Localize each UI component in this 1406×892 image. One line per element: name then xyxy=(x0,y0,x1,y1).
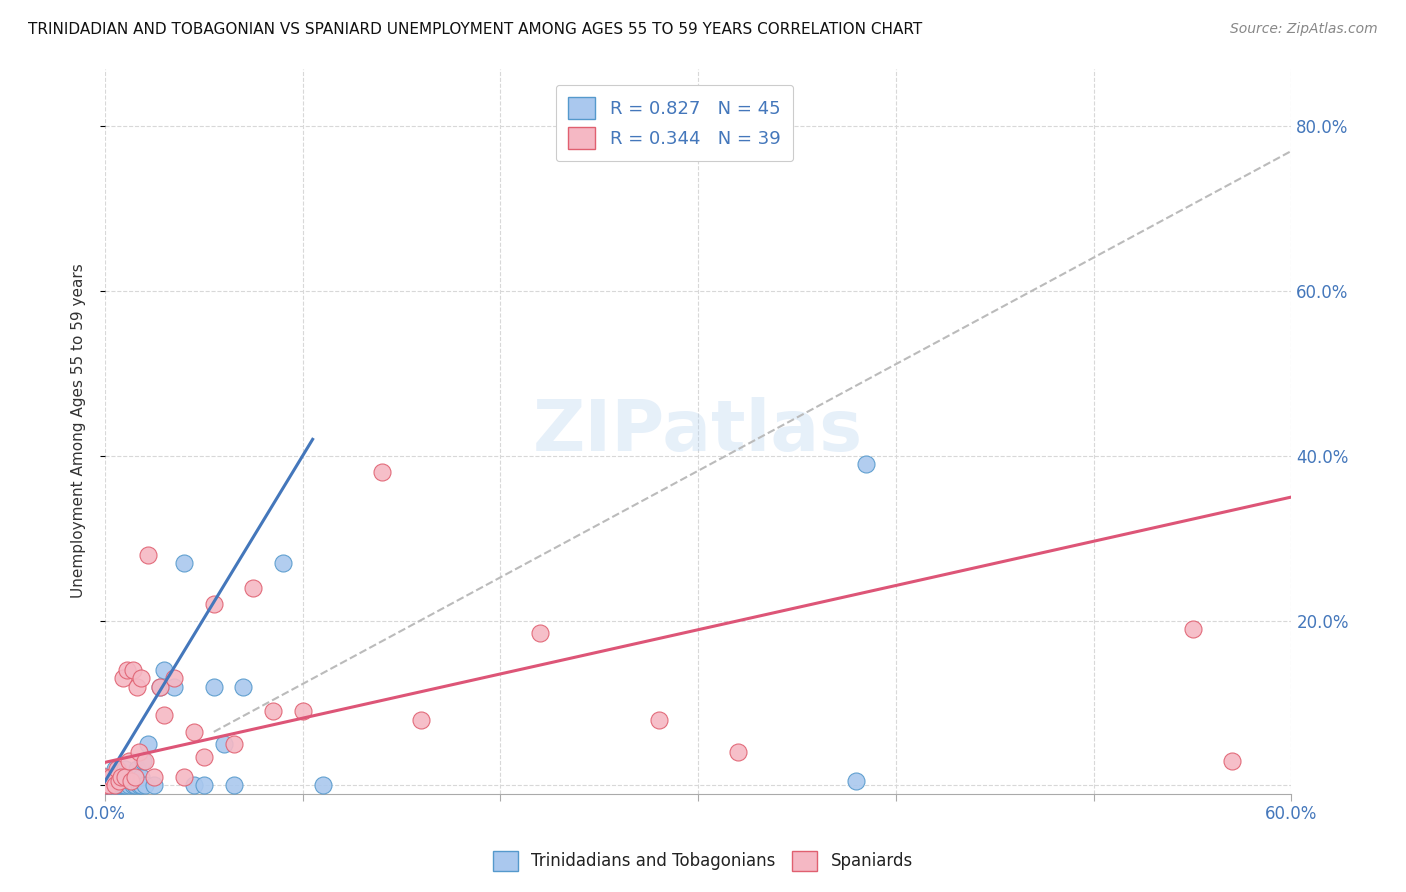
Point xyxy=(120,774,142,789)
Point xyxy=(149,680,172,694)
Point xyxy=(173,770,195,784)
Point xyxy=(727,746,749,760)
Point xyxy=(115,774,138,789)
Legend: R = 0.827   N = 45, R = 0.344   N = 39: R = 0.827 N = 45, R = 0.344 N = 39 xyxy=(555,85,793,161)
Point xyxy=(110,770,132,784)
Point xyxy=(110,774,132,789)
Point xyxy=(163,680,186,694)
Point xyxy=(124,770,146,784)
Point xyxy=(143,779,166,793)
Point xyxy=(105,762,128,776)
Point xyxy=(129,671,152,685)
Point xyxy=(100,770,122,784)
Text: TRINIDADIAN AND TOBAGONIAN VS SPANIARD UNEMPLOYMENT AMONG AGES 55 TO 59 YEARS CO: TRINIDADIAN AND TOBAGONIAN VS SPANIARD U… xyxy=(28,22,922,37)
Point xyxy=(124,779,146,793)
Point xyxy=(94,779,117,793)
Point xyxy=(183,724,205,739)
Point xyxy=(114,770,136,784)
Point xyxy=(1181,622,1204,636)
Point xyxy=(121,779,143,793)
Point xyxy=(118,779,141,793)
Point xyxy=(128,779,150,793)
Point xyxy=(129,770,152,784)
Point xyxy=(129,779,152,793)
Point xyxy=(94,770,117,784)
Point xyxy=(111,671,134,685)
Point xyxy=(118,754,141,768)
Point xyxy=(153,663,176,677)
Point xyxy=(212,737,235,751)
Point xyxy=(100,774,122,789)
Point xyxy=(111,770,134,784)
Legend: Trinidadians and Tobagonians, Spaniards: Trinidadians and Tobagonians, Spaniards xyxy=(485,842,921,880)
Point xyxy=(1220,754,1243,768)
Text: Source: ZipAtlas.com: Source: ZipAtlas.com xyxy=(1230,22,1378,37)
Point xyxy=(311,779,333,793)
Point xyxy=(94,779,117,793)
Point xyxy=(124,770,146,784)
Point xyxy=(108,774,131,789)
Text: ZIPatlas: ZIPatlas xyxy=(533,397,863,466)
Point xyxy=(845,774,868,789)
Point xyxy=(114,779,136,793)
Point xyxy=(97,779,120,793)
Point xyxy=(529,626,551,640)
Point xyxy=(120,770,142,784)
Point xyxy=(138,548,160,562)
Point xyxy=(271,556,294,570)
Point xyxy=(242,581,264,595)
Point xyxy=(173,556,195,570)
Point xyxy=(153,708,176,723)
Point xyxy=(138,737,160,751)
Point xyxy=(101,779,124,793)
Point xyxy=(143,770,166,784)
Point xyxy=(371,465,394,479)
Point xyxy=(222,779,245,793)
Point xyxy=(114,762,136,776)
Point xyxy=(134,754,156,768)
Point xyxy=(202,680,225,694)
Point xyxy=(149,680,172,694)
Point xyxy=(222,737,245,751)
Point xyxy=(128,746,150,760)
Point xyxy=(125,762,148,776)
Y-axis label: Unemployment Among Ages 55 to 59 years: Unemployment Among Ages 55 to 59 years xyxy=(72,264,86,599)
Point xyxy=(262,704,284,718)
Point xyxy=(193,749,215,764)
Point xyxy=(111,779,134,793)
Point xyxy=(125,680,148,694)
Point xyxy=(202,597,225,611)
Point xyxy=(105,766,128,780)
Point xyxy=(108,779,131,793)
Point xyxy=(232,680,254,694)
Point xyxy=(110,779,132,793)
Point xyxy=(97,779,120,793)
Point xyxy=(104,779,127,793)
Point xyxy=(855,457,877,471)
Point xyxy=(134,779,156,793)
Point xyxy=(115,663,138,677)
Point xyxy=(94,770,117,784)
Point xyxy=(411,713,433,727)
Point xyxy=(104,770,127,784)
Point xyxy=(163,671,186,685)
Point xyxy=(105,779,128,793)
Point xyxy=(193,779,215,793)
Point xyxy=(121,663,143,677)
Point xyxy=(183,779,205,793)
Point xyxy=(104,762,127,776)
Point xyxy=(647,713,669,727)
Point xyxy=(108,770,131,784)
Point xyxy=(291,704,314,718)
Point xyxy=(131,754,153,768)
